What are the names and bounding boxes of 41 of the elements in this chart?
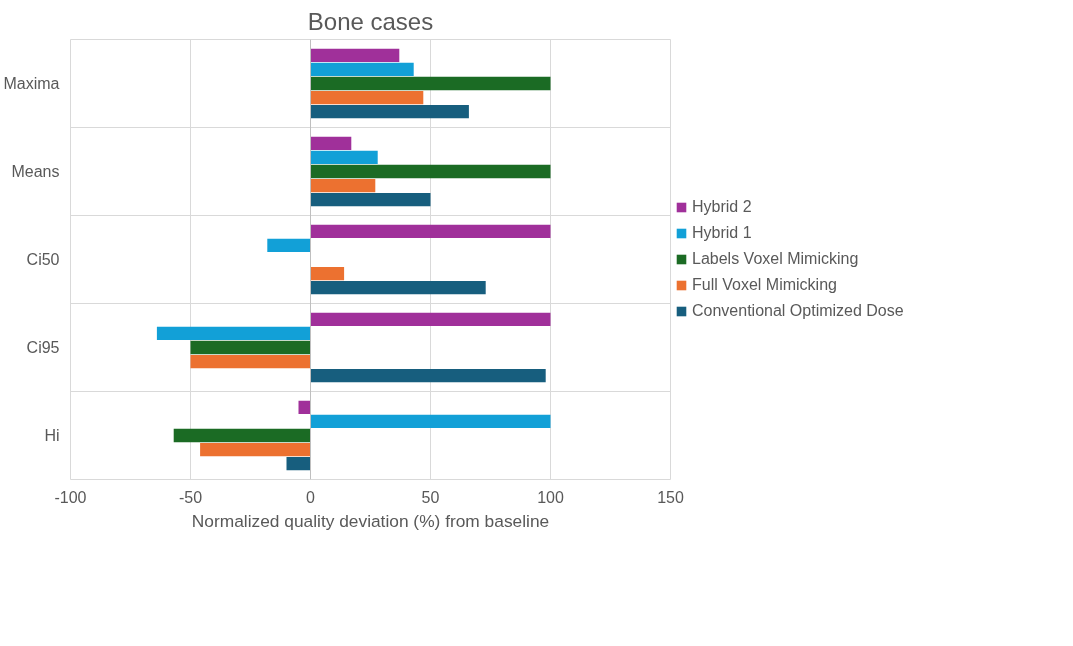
bar	[200, 442, 311, 457]
bar	[156, 326, 311, 341]
x-axis-title: Normalized quality deviation (%) from baseline	[191, 510, 550, 531]
legend-label: Hybrid 1	[692, 224, 752, 242]
bar	[310, 76, 551, 91]
bar	[310, 90, 424, 105]
y-tick-label: Means	[11, 163, 60, 180]
bar	[310, 62, 414, 77]
legend-label: Hybrid 2	[692, 198, 752, 216]
y-tick-label: Hi	[44, 427, 60, 444]
bar	[310, 136, 352, 151]
chart-title: Bone cases	[307, 7, 434, 35]
y-tick-label: Ci95	[26, 339, 60, 356]
bar	[310, 224, 551, 239]
bar	[190, 340, 311, 355]
bar	[310, 266, 345, 281]
bar	[310, 178, 376, 193]
bar	[190, 354, 311, 369]
bar	[286, 456, 311, 471]
legend-label: Conventional Optimized Dose	[692, 302, 904, 320]
bar	[310, 150, 378, 165]
y-tick-label: Ci50	[26, 251, 60, 268]
bar	[310, 414, 551, 429]
x-tick-label: -100	[54, 488, 87, 506]
bar	[173, 428, 311, 443]
x-tick-label: 50	[421, 488, 440, 506]
bar	[310, 368, 546, 383]
bar	[310, 312, 551, 327]
y-tick-label: Maxima	[3, 75, 60, 92]
x-tick-label: 100	[537, 488, 564, 506]
bar	[267, 238, 311, 253]
bar	[310, 164, 551, 179]
bar	[310, 48, 400, 63]
x-tick-label: 150	[657, 488, 684, 506]
bar	[310, 280, 486, 295]
legend-label: Labels Voxel Mimicking	[692, 250, 859, 268]
bar	[310, 104, 469, 119]
bar	[310, 192, 431, 207]
x-tick-label: -50	[178, 488, 203, 506]
x-tick-label: 0	[306, 488, 316, 506]
legend-label: Full Voxel Mimicking	[692, 276, 837, 294]
